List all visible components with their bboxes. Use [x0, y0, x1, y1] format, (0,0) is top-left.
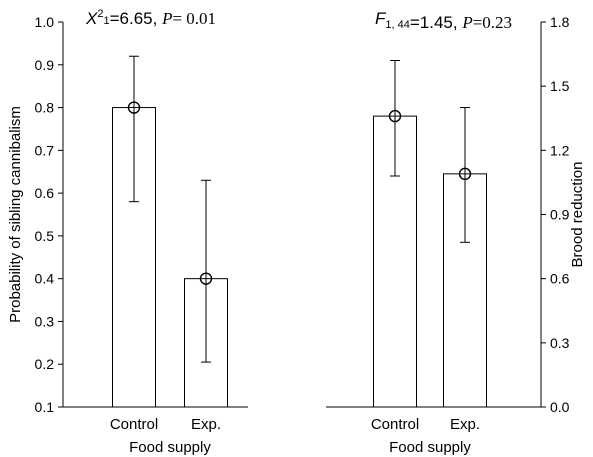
y-tick-label: 0.5 [35, 228, 55, 244]
stat-value: =6.65, [110, 9, 162, 28]
panel-right-brood-reduction: 0.0 0.3 0.6 0.9 1.2 1.5 1.8 Control Exp. Food sup… [326, 9, 586, 456]
mean-marker [199, 272, 213, 285]
y-tick-label: 0.0 [550, 399, 570, 415]
panel-left-cannibalism: 0.1 0.2 0.3 0.4 0.5 0.6 0.7 0.8 0.9 1.0 Control Exp… [7, 8, 248, 456]
y-tick-label: 0.9 [35, 57, 55, 73]
stat-subscript: 1 [103, 15, 109, 27]
y-tick-label: 0.1 [35, 399, 55, 415]
y-axis-label: Brood reduction [569, 162, 586, 268]
x-axis-label: Food supply [389, 439, 471, 456]
stat-annotation: F1, 44=1.45, P=0.23 [375, 9, 512, 32]
y-tick-label: 0.6 [550, 271, 570, 287]
stat-superscript: 2 [97, 8, 103, 20]
x-tick-label: Exp. [191, 416, 221, 433]
x-tick-label: Control [110, 416, 158, 433]
p-symbol: P [161, 9, 172, 28]
p-value: =0.23 [473, 13, 512, 32]
y-tick-label: 0.9 [550, 207, 570, 223]
y-tick-label: 0.2 [35, 356, 55, 372]
stat-symbol: X [85, 9, 98, 28]
y-tick-label: 0.8 [35, 100, 55, 116]
stat-symbol: F [375, 9, 387, 28]
mean-marker [127, 101, 141, 114]
x-tick-label: Exp. [450, 416, 480, 433]
y-tick-label: 1.0 [35, 14, 55, 30]
stat-subscript: 1, 44 [385, 19, 409, 31]
stat-annotation: X21=6.65, P= 0.01 [85, 8, 216, 28]
y-tick-label: 1.2 [550, 142, 570, 158]
y-axis-label: Probability of sibling cannibalism [7, 106, 24, 323]
x-axis-label: Food supply [129, 439, 211, 456]
y-tick-label: 0.3 [550, 335, 570, 351]
y-tick-label: 1.8 [550, 14, 570, 30]
p-value: = 0.01 [172, 9, 216, 28]
y-tick-label: 1.5 [550, 78, 570, 94]
mean-marker [458, 167, 472, 181]
y-tick-label: 0.4 [35, 271, 55, 287]
stat-value: =1.45, [410, 13, 462, 32]
mean-marker [388, 109, 402, 123]
y-tick-label: 0.7 [35, 142, 55, 158]
y-tick-label: 0.3 [35, 313, 55, 329]
x-tick-label: Control [371, 416, 419, 433]
p-symbol: P [461, 13, 472, 32]
y-tick-label: 0.6 [35, 185, 55, 201]
